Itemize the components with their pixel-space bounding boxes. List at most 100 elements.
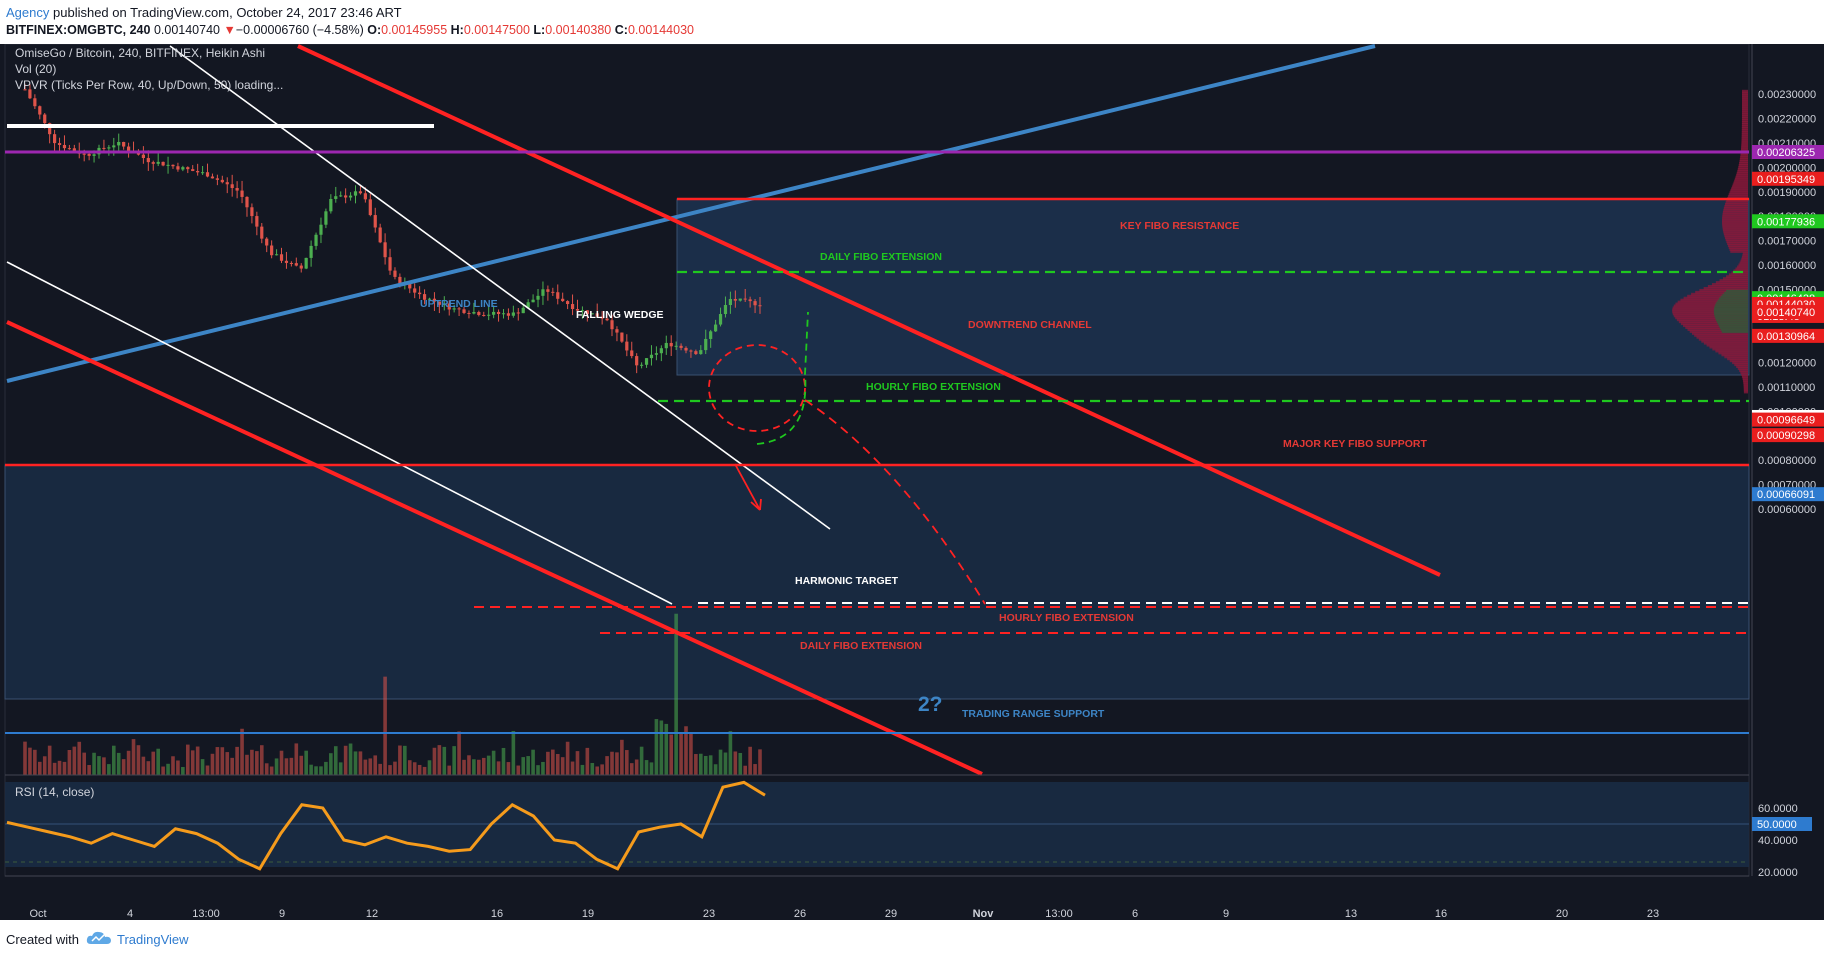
vpvr-row (1739, 158, 1748, 162)
volume-bar (694, 754, 698, 775)
candle-body (270, 245, 274, 256)
candle-body (580, 310, 585, 312)
volume-bar (255, 751, 259, 775)
footer: Created with TradingView (0, 920, 1824, 956)
volume-bar (728, 731, 733, 775)
candle-body (516, 312, 520, 314)
green-projection-path (756, 311, 809, 445)
key-fibo-resistance-label: KEY FIBO RESISTANCE (1120, 220, 1239, 232)
vpvr-row (1740, 259, 1748, 263)
volume-bar (215, 747, 220, 775)
vpvr-row (1672, 310, 1748, 314)
volume-bar (200, 759, 205, 775)
high-label: H: (450, 23, 464, 37)
vpvr-row (1742, 378, 1748, 382)
candle-body (442, 303, 446, 305)
candle-body (126, 146, 131, 151)
downtrend-channel-lower[interactable] (6, 320, 983, 776)
candle-body (348, 195, 353, 198)
volume-bar (240, 728, 244, 775)
volume-bar (521, 757, 526, 775)
time-tick-label: 19 (582, 908, 594, 920)
vpvr-row (1680, 322, 1748, 326)
volume-bar (417, 764, 422, 775)
volume-bar (575, 751, 580, 775)
uptrend-line[interactable] (6, 44, 1376, 383)
publisher-link[interactable]: Agency (6, 5, 50, 20)
time-axis[interactable]: Oct 4 13:00 9 12 16 19 23 26 29 Nov 13:00 6 9 13 16 20 23 (5, 875, 1749, 920)
candle-body (373, 215, 377, 228)
vpvr-row (1722, 210, 1748, 214)
candle-body (585, 310, 589, 315)
vpvr-row (1699, 288, 1748, 292)
vpvr-row-up (1714, 312, 1748, 316)
vpvr-row (1687, 294, 1748, 298)
volume-bar (531, 749, 535, 775)
last-price: 0.00140740 (153, 23, 220, 37)
candle-body (329, 198, 333, 212)
vpvr-row (1741, 105, 1748, 109)
candle-body (166, 164, 170, 166)
volume-bar (758, 749, 762, 775)
volume-bar (649, 762, 654, 775)
rsi-tick-label: 60.0000 (1758, 803, 1798, 815)
volume-bar (496, 761, 501, 775)
tradingview-link[interactable]: TradingView (117, 932, 189, 947)
vpvr-row (1741, 132, 1748, 136)
price-tick-label: 0.00230000 (1758, 89, 1816, 101)
chart-area[interactable]: UPTREND LINE FALLING WEDGE KEY FIBO RESI… (0, 43, 1824, 920)
vpvr-row (1735, 175, 1748, 179)
volume-bar (541, 761, 545, 775)
downtrend-channel-upper[interactable] (297, 44, 1441, 577)
candle-body (644, 358, 649, 365)
vpvr-row (1738, 263, 1748, 267)
vpvr-row-up (1716, 320, 1748, 324)
vpvr-row (1729, 247, 1748, 251)
vpvr-row (1741, 134, 1748, 138)
falling-wedge-lower[interactable] (6, 261, 673, 605)
tradingview-cloud-icon[interactable] (86, 930, 112, 946)
candle-body (684, 347, 688, 351)
volume-bar (659, 720, 664, 775)
volume-bar (452, 746, 456, 775)
time-tick-label: 4 (127, 908, 133, 920)
vpvr-row (1712, 347, 1748, 351)
vpvr-row (1729, 191, 1748, 195)
candle-body (447, 303, 451, 310)
candle-body (427, 298, 432, 300)
candle-body (230, 184, 234, 189)
candle-body (501, 313, 506, 315)
candle-body (467, 312, 471, 314)
vpvr-row (1737, 366, 1748, 370)
vpvr-row-up (1719, 325, 1748, 329)
candle-body (709, 331, 713, 339)
candle-body (344, 195, 348, 198)
vpvr-row (1740, 370, 1748, 374)
vpvr-row (1698, 337, 1748, 341)
volume-bar (723, 752, 728, 775)
vpvr-row (1741, 140, 1748, 144)
candle-body (319, 224, 323, 235)
vpvr-row (1741, 257, 1748, 261)
vpvr-row (1741, 372, 1748, 376)
candle-body (358, 191, 363, 194)
volume-bar (654, 719, 659, 775)
vpvr-row (1728, 273, 1748, 277)
vpvr-row (1683, 296, 1748, 300)
volume-bar (718, 749, 723, 775)
volume-bar (467, 755, 471, 775)
chart-canvas[interactable]: UPTREND LINE FALLING WEDGE KEY FIBO RESI… (0, 43, 1824, 920)
vpvr-row (1741, 138, 1748, 142)
candle-body (496, 311, 501, 315)
volume-bar (210, 753, 215, 775)
time-tick-label: 16 (1435, 908, 1447, 920)
volume-bar (324, 761, 328, 775)
price-badges: 0.002063250.001953490.001779360.00146428… (1752, 145, 1824, 831)
support-zone (4, 464, 1750, 700)
volume-bar (398, 745, 402, 775)
volume-bar (600, 764, 604, 775)
price-axis[interactable]: 0.002300000.002200000.002100000.00200000… (1751, 44, 1824, 879)
candle-body (353, 191, 358, 196)
vpvr-row (1733, 181, 1748, 185)
downtrend-channel-label: DOWNTREND CHANNEL (968, 319, 1092, 331)
